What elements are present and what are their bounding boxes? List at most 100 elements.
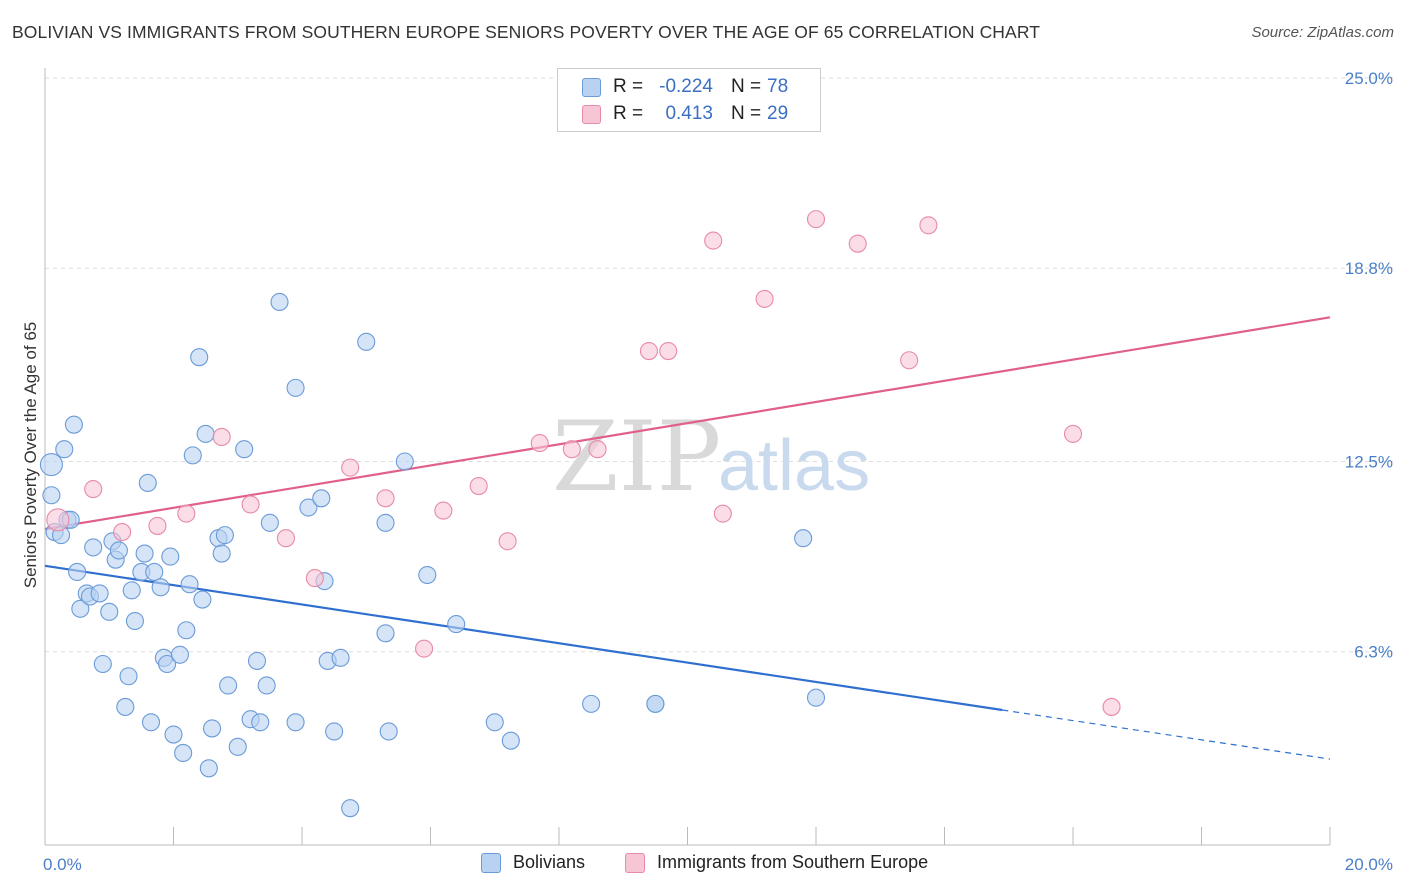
point-southern-europe — [376, 489, 395, 508]
point-bolivians — [203, 719, 222, 738]
legend-row-bolivians: R = -0.224 N = 78 — [582, 75, 788, 99]
legend-n-label: N = — [731, 76, 762, 97]
point-southern-europe — [276, 529, 295, 548]
point-bolivians — [286, 378, 305, 397]
point-bolivians — [270, 292, 289, 312]
point-bolivians — [55, 440, 74, 459]
point-southern-europe — [806, 210, 826, 229]
point-southern-europe — [469, 476, 488, 496]
point-southern-europe — [755, 289, 774, 308]
point-southern-europe — [639, 342, 659, 361]
point-bolivians — [138, 473, 157, 493]
point-southern-europe — [84, 480, 103, 499]
point-bolivians — [90, 584, 109, 603]
point-southern-europe — [713, 504, 732, 523]
point-bolivians — [447, 615, 466, 634]
point-bolivians — [174, 743, 193, 763]
legend-r-label: R = — [613, 103, 644, 124]
point-bolivians — [341, 799, 360, 818]
point-bolivians — [183, 446, 202, 465]
point-southern-europe — [704, 231, 723, 250]
series-swatch-bolivians — [481, 852, 501, 873]
point-bolivians — [39, 453, 63, 477]
point-bolivians — [84, 538, 103, 557]
point-bolivians — [501, 731, 520, 750]
legend-n-label: N = — [731, 103, 762, 124]
series-legend-southern-europe[interactable]: Immigrants from Southern Europe — [625, 852, 928, 873]
gridlines — [45, 77, 1393, 653]
x-tick-label: 20.0% — [1345, 855, 1393, 874]
legend-r-value: 0.413 — [665, 103, 713, 124]
point-bolivians — [582, 694, 601, 713]
series-legend-bolivians[interactable]: Bolivians — [481, 852, 585, 873]
point-southern-europe — [148, 516, 167, 535]
point-southern-europe — [588, 440, 607, 459]
point-bolivians — [325, 722, 344, 741]
series-legend-label: Bolivians — [513, 852, 586, 872]
point-southern-europe — [177, 504, 196, 523]
point-bolivians — [357, 332, 376, 351]
point-bolivians — [109, 541, 128, 560]
series-swatch-southern-europe — [625, 852, 645, 873]
watermark-zip: ZIP — [552, 401, 721, 513]
point-bolivians — [125, 611, 144, 631]
point-bolivians — [190, 348, 209, 367]
points — [39, 210, 1121, 818]
point-bolivians — [219, 676, 238, 695]
y-tick-label: 12.5% — [1345, 453, 1393, 472]
point-bolivians — [395, 452, 414, 471]
point-bolivians — [100, 602, 119, 621]
point-bolivians — [235, 440, 254, 459]
y-tick-label: 6.3% — [1354, 643, 1393, 662]
point-bolivians — [299, 498, 318, 517]
point-bolivians — [196, 424, 215, 443]
x-tick-label: 0.0% — [43, 855, 82, 874]
point-southern-europe — [498, 532, 517, 551]
point-bolivians — [193, 590, 212, 609]
point-bolivians — [141, 713, 161, 732]
x-tick-labels: 0.0% 20.0% — [43, 855, 1393, 874]
series-legend-label: Immigrants from Southern Europe — [657, 852, 929, 872]
point-bolivians — [170, 645, 189, 664]
point-southern-europe — [659, 342, 678, 361]
point-bolivians — [260, 513, 279, 532]
point-bolivians — [135, 544, 154, 563]
legend-swatch-bolivians — [582, 77, 601, 97]
point-southern-europe — [434, 501, 453, 520]
point-southern-europe — [341, 458, 360, 477]
legend-r-label: R = — [613, 76, 644, 97]
point-bolivians — [331, 648, 350, 667]
legend-n-value: 78 — [767, 76, 789, 97]
point-bolivians — [119, 667, 138, 686]
chart-title: BOLIVIAN VS IMMIGRANTS FROM SOUTHERN EUR… — [12, 22, 1041, 42]
point-bolivians — [161, 547, 180, 566]
point-bolivians — [286, 713, 305, 732]
point-bolivians — [145, 562, 164, 581]
point-southern-europe — [1102, 697, 1121, 716]
point-bolivians — [257, 676, 276, 695]
point-southern-europe — [241, 495, 260, 514]
point-southern-europe — [305, 569, 324, 588]
trendline-bolivians-extension — [1002, 709, 1331, 760]
legend-n-value: 29 — [767, 103, 789, 124]
chart-source: Source: ZipAtlas.com — [1251, 24, 1394, 41]
y-tick-label: 25.0% — [1345, 69, 1393, 88]
point-bolivians — [794, 529, 813, 548]
legend-swatch-southern-europe — [582, 104, 601, 124]
point-bolivians — [212, 544, 231, 563]
point-southern-europe — [530, 434, 549, 453]
series-legend: Bolivians Immigrants from Southern Europ… — [0, 852, 1406, 878]
trendline-bolivians — [44, 564, 1003, 712]
y-tick-labels: 6.3% 12.5% 18.8% 25.0% — [1345, 69, 1393, 662]
point-bolivians — [151, 578, 170, 597]
point-bolivians — [646, 694, 665, 713]
point-bolivians — [164, 725, 183, 744]
point-bolivians — [312, 489, 331, 508]
point-southern-europe — [113, 523, 132, 542]
point-southern-europe — [900, 351, 919, 370]
point-bolivians — [158, 654, 177, 674]
point-bolivians — [247, 651, 267, 670]
point-bolivians — [215, 526, 234, 545]
watermark-atlas: atlas — [718, 426, 870, 506]
point-bolivians — [177, 621, 196, 640]
